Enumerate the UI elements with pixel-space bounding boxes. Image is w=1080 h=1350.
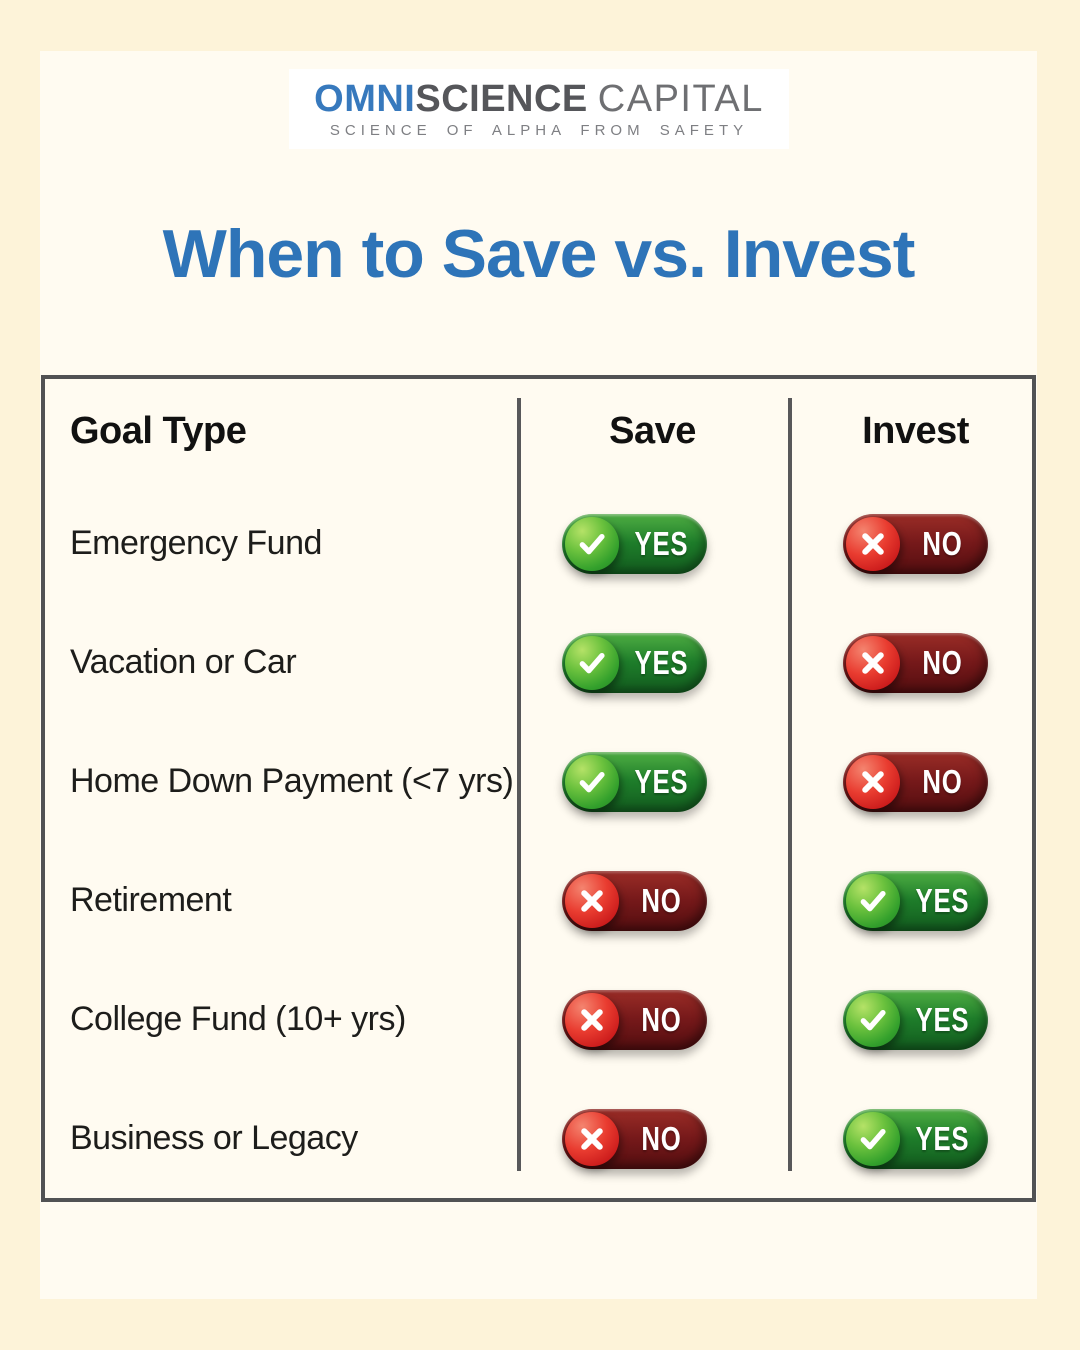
header-goal-type: Goal Type: [45, 410, 517, 453]
x-icon: [575, 884, 609, 918]
save-badge: YES: [562, 513, 707, 574]
company-logo: OMNISCIENCE CAPITAL SCIENCE OF ALPHA FROM…: [289, 69, 789, 149]
table-row: Business or Legacy NO YES: [45, 1079, 1032, 1198]
badge-label: YES: [915, 1119, 970, 1157]
x-icon: [856, 765, 890, 799]
save-badge: NO: [562, 870, 707, 931]
table-row: Vacation or Car YES NO: [45, 603, 1032, 722]
invest-cell: NO: [788, 632, 1031, 693]
badge-circle: [565, 873, 619, 928]
header-save-label: Save: [609, 410, 696, 452]
invest-badge: NO: [843, 632, 988, 693]
badge-label: YES: [634, 762, 689, 800]
goal-label: Business or Legacy: [70, 1119, 358, 1157]
goal-cell: College Fund (10+ yrs): [45, 1000, 517, 1039]
save-cell: NO: [517, 870, 788, 931]
badge-label: NO: [922, 762, 963, 800]
x-icon: [856, 527, 890, 561]
check-icon: [856, 1122, 890, 1156]
save-badge: NO: [562, 989, 707, 1050]
brand-science: SCIENCE: [415, 77, 588, 120]
invest-badge: YES: [843, 870, 988, 931]
badge-circle: [846, 516, 900, 571]
badge-circle: [846, 635, 900, 690]
goal-cell: Vacation or Car: [45, 643, 517, 682]
check-icon: [575, 646, 609, 680]
check-icon: [856, 1003, 890, 1037]
check-icon: [575, 527, 609, 561]
brand-capital: CAPITAL: [597, 77, 764, 120]
save-vs-invest-table: Goal Type Save Invest Emergency Fund YES: [41, 375, 1036, 1202]
table-header-row: Goal Type Save Invest: [45, 379, 1032, 484]
check-icon: [575, 765, 609, 799]
page-title: When to Save vs. Invest: [162, 216, 916, 292]
badge-label: NO: [922, 643, 963, 681]
invest-badge: YES: [843, 1108, 988, 1169]
invest-cell: NO: [788, 513, 1031, 574]
invest-cell: NO: [788, 751, 1031, 812]
invest-badge: NO: [843, 513, 988, 574]
badge-label: YES: [634, 524, 689, 562]
badge-label: NO: [641, 881, 682, 919]
badge-circle: [565, 516, 619, 571]
save-cell: NO: [517, 1108, 788, 1169]
badge-circle: [846, 754, 900, 809]
table-row: Retirement NO YES: [45, 841, 1032, 960]
goal-cell: Emergency Fund: [45, 524, 517, 563]
badge-circle: [565, 754, 619, 809]
goal-label: Retirement: [70, 881, 232, 919]
save-cell: YES: [517, 513, 788, 574]
goal-cell: Business or Legacy: [45, 1119, 517, 1158]
table-row: Home Down Payment (<7 yrs) YES NO: [45, 722, 1032, 841]
badge-label: NO: [641, 1119, 682, 1157]
header-invest: Invest: [788, 410, 1031, 453]
save-badge: YES: [562, 632, 707, 693]
badge-circle: [846, 992, 900, 1047]
goal-label: Emergency Fund: [70, 524, 322, 562]
content-panel: OMNISCIENCE CAPITAL SCIENCE OF ALPHA FROM…: [40, 51, 1037, 1299]
badge-label: NO: [641, 1000, 682, 1038]
check-icon: [856, 884, 890, 918]
x-icon: [575, 1003, 609, 1037]
brand-omni: OMNI: [314, 77, 416, 120]
header-goal-type-label: Goal Type: [70, 410, 247, 452]
goal-cell: Retirement: [45, 881, 517, 920]
save-cell: NO: [517, 989, 788, 1050]
badge-label: YES: [634, 643, 689, 681]
invest-cell: YES: [788, 870, 1031, 931]
header-save: Save: [517, 410, 788, 453]
invest-cell: YES: [788, 989, 1031, 1050]
goal-label: College Fund (10+ yrs): [70, 1000, 406, 1038]
column-divider: [517, 398, 521, 1171]
invest-cell: YES: [788, 1108, 1031, 1169]
invest-badge: YES: [843, 989, 988, 1050]
save-badge: NO: [562, 1108, 707, 1169]
badge-circle: [565, 992, 619, 1047]
goal-label: Vacation or Car: [70, 643, 297, 681]
save-badge: YES: [562, 751, 707, 812]
badge-circle: [846, 1111, 900, 1166]
badge-label: YES: [915, 881, 970, 919]
x-icon: [575, 1122, 609, 1156]
badge-label: NO: [922, 524, 963, 562]
table-row: College Fund (10+ yrs) NO YES: [45, 960, 1032, 1079]
badge-circle: [846, 873, 900, 928]
goal-cell: Home Down Payment (<7 yrs): [45, 762, 517, 801]
save-cell: YES: [517, 751, 788, 812]
badge-circle: [565, 635, 619, 690]
table-row: Emergency Fund YES NO: [45, 484, 1032, 603]
brand-tagline: SCIENCE OF ALPHA FROM SAFETY: [329, 121, 749, 139]
goal-label: Home Down Payment (<7 yrs): [70, 762, 514, 800]
badge-label: YES: [915, 1000, 970, 1038]
x-icon: [856, 646, 890, 680]
invest-badge: NO: [843, 751, 988, 812]
badge-circle: [565, 1111, 619, 1166]
save-cell: YES: [517, 632, 788, 693]
header-invest-label: Invest: [862, 410, 969, 452]
brand-name: OMNISCIENCE CAPITAL: [314, 80, 764, 118]
column-divider: [788, 398, 792, 1171]
